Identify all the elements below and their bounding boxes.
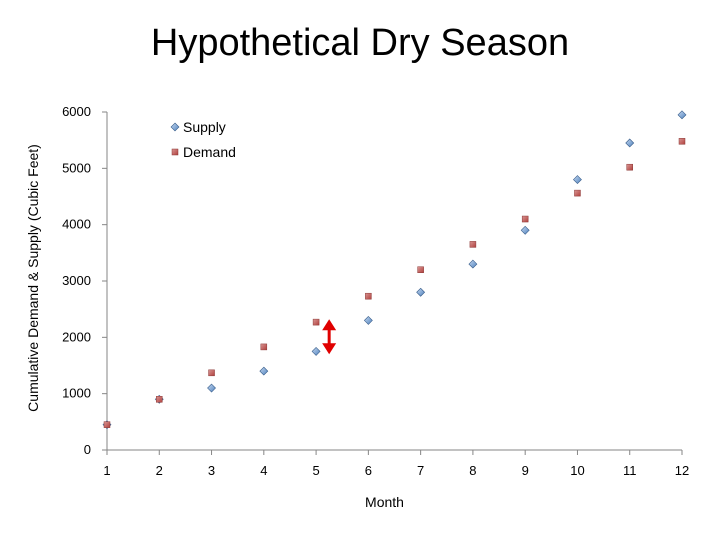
x-tick-label: 7 xyxy=(417,463,424,478)
x-tick-label: 4 xyxy=(260,463,267,478)
chart-title: Hypothetical Dry Season xyxy=(150,22,570,64)
supply-point xyxy=(625,138,635,148)
demand-point xyxy=(521,215,529,223)
legend: Supply Demand xyxy=(170,119,236,160)
legend-label-supply: Supply xyxy=(183,119,226,135)
demand-point xyxy=(678,138,686,145)
supply-point xyxy=(468,259,478,269)
y-tick-label: 4000 xyxy=(62,217,91,232)
x-tick-label: 9 xyxy=(522,463,529,478)
legend-marker-demand xyxy=(171,148,179,156)
demand-point xyxy=(208,369,215,377)
arrow-head-up xyxy=(322,319,337,331)
supply-point xyxy=(573,175,582,185)
data-marks xyxy=(102,110,687,430)
demand-point xyxy=(626,163,633,171)
demand-point xyxy=(156,396,163,403)
x-tick-label: 2 xyxy=(156,463,163,478)
series-demand xyxy=(103,138,686,428)
y-tick-label: 6000 xyxy=(62,104,91,119)
double-arrow-annotation xyxy=(322,319,337,355)
x-tick-label: 12 xyxy=(675,463,689,478)
x-axis-label: Month xyxy=(365,494,404,510)
x-tick-label: 5 xyxy=(312,463,319,478)
y-tick-label: 0 xyxy=(84,442,91,457)
x-tick-label: 6 xyxy=(365,463,372,478)
supply-point xyxy=(259,366,269,376)
demand-point xyxy=(103,421,111,428)
y-axis-label: Cumulative Demand & Supply (Cubic Feet) xyxy=(25,144,41,412)
demand-point xyxy=(417,266,424,273)
x-tick-label: 1 xyxy=(103,463,110,478)
legend-marker-supply xyxy=(170,122,180,132)
supply-point xyxy=(363,316,373,325)
x-tick-label: 8 xyxy=(469,463,476,478)
x-tick-label: 11 xyxy=(623,463,637,478)
legend-label-demand: Demand xyxy=(183,144,236,160)
supply-point xyxy=(207,383,216,393)
supply-point xyxy=(677,110,687,120)
y-tick-label: 3000 xyxy=(62,273,91,288)
annotations xyxy=(322,319,337,355)
demand-point xyxy=(312,318,320,326)
y-tick-label: 5000 xyxy=(62,160,91,175)
y-tick-label: 1000 xyxy=(62,386,91,401)
x-tick-label: 3 xyxy=(208,463,215,478)
demand-point xyxy=(574,189,581,197)
demand-point xyxy=(469,241,477,248)
arrow-head-down xyxy=(322,343,337,355)
demand-point xyxy=(260,343,268,351)
demand-point xyxy=(365,292,372,300)
supply-point xyxy=(520,225,530,235)
supply-point xyxy=(416,287,426,297)
supply-point xyxy=(311,346,321,356)
y-tick-label: 2000 xyxy=(62,329,91,344)
x-tick-label: 10 xyxy=(570,463,584,478)
